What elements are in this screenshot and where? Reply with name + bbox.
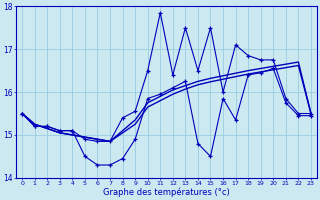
X-axis label: Graphe des températures (°c): Graphe des températures (°c): [103, 188, 230, 197]
